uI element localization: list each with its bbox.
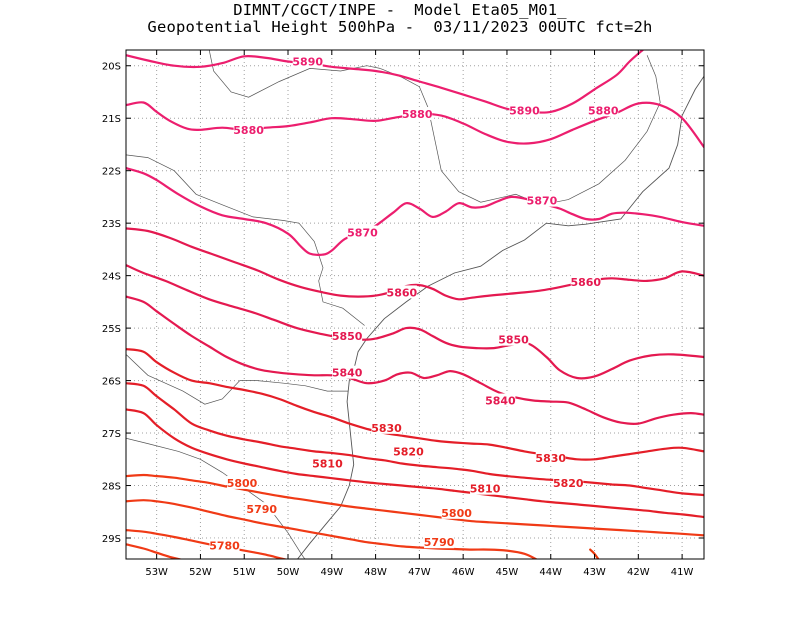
contour-label-bg: [347, 225, 378, 239]
contour-label: 5880: [233, 124, 264, 137]
contour-label: 5790: [246, 503, 277, 516]
lon-tick-label: 46W: [452, 567, 475, 578]
lat-tick-label: 26S: [102, 377, 121, 388]
contour-label-bg: [332, 328, 363, 342]
contour-label-bg: [386, 285, 417, 299]
contour-label-bg: [292, 54, 323, 68]
lon-tick-label: 44W: [539, 567, 562, 578]
contour-lines: [126, 50, 704, 559]
lon-tick-label: 49W: [320, 567, 343, 578]
contour-5890: [126, 50, 644, 114]
contour-label-bg: [470, 481, 501, 495]
state-border: [126, 154, 365, 326]
lon-tick-label: 50W: [277, 567, 300, 578]
contour-5810: [126, 408, 704, 519]
contour-5780: [126, 529, 289, 559]
contour-label-bg: [570, 274, 601, 288]
lat-tick-label: 24S: [102, 272, 121, 283]
lat-tick-label: 21S: [102, 114, 121, 125]
contour-label: 5830: [371, 422, 402, 435]
contour-label: 5880: [588, 104, 619, 117]
contour-label-bg: [441, 505, 472, 519]
lon-tick-label: 52W: [189, 567, 212, 578]
contour-label-bg: [233, 122, 264, 136]
contour-label-bg: [588, 103, 619, 117]
map-title: DIMNT/CGCT/INPE - Model Eta05_M01_ Geopo…: [0, 2, 800, 36]
contour-label: 5850: [332, 330, 363, 343]
lon-tick-label: 53W: [145, 567, 168, 578]
contour-5850: [126, 264, 704, 380]
contour-label-bg: [553, 475, 584, 489]
contour-label: 5820: [553, 477, 584, 490]
lon-tick-label: 48W: [364, 567, 387, 578]
lat-tick-label: 22S: [102, 167, 121, 178]
contour-label-bg: [246, 502, 277, 516]
state-border: [379, 55, 661, 206]
contour-5770: [126, 543, 184, 559]
contour-label-bg: [312, 456, 343, 470]
contour-label-bg: [227, 475, 258, 489]
contour-label: 5810: [470, 483, 501, 496]
contour-label: 5850: [498, 334, 529, 347]
contour-label: 5860: [387, 286, 418, 299]
lat-tick-label: 28S: [102, 482, 121, 493]
contour-label-bg: [393, 444, 424, 458]
contour-label-bg: [332, 365, 363, 379]
title-line-1: DIMNT/CGCT/INPE - Model Eta05_M01_: [233, 1, 567, 19]
lon-tick-label: 42W: [627, 567, 650, 578]
longitude-axis: 53W 52W 51W 50W 49W 48W 47W 46W 45W 44W 43W 42W 41W: [145, 50, 694, 578]
contour-label: 5880: [402, 108, 433, 121]
contour-label-bg: [209, 538, 240, 552]
contour-label: 5860: [570, 276, 601, 289]
contour-labels: 5890 5890 5880 5880 5880 5870 5870 5860 5860 5850…: [209, 54, 619, 552]
contour-5790: [126, 499, 539, 559]
contour-label: 5870: [347, 227, 378, 240]
contour-5870: [126, 167, 704, 256]
lon-tick-label: 45W: [496, 567, 519, 578]
lon-tick-label: 43W: [583, 567, 606, 578]
lat-tick-label: 29S: [102, 534, 121, 545]
lon-tick-label: 41W: [671, 567, 694, 578]
lat-tick-label: 20S: [102, 62, 121, 73]
coastline: [297, 75, 704, 559]
title-line-2: Geopotential Height 500hPa - 03/11/2023 …: [147, 18, 653, 36]
latitude-axis: 20S 21S 22S 23S 24S 25S 26S 27S 28S 29S: [102, 62, 704, 545]
contour-label: 5810: [312, 457, 343, 470]
contour-label: 5780: [209, 539, 240, 552]
contour-label: 5800: [441, 507, 472, 520]
contour-label-bg: [526, 193, 557, 207]
contour-label: 5800: [227, 477, 258, 490]
contour-label: 5890: [292, 56, 323, 69]
contour-5820: [126, 382, 704, 497]
contour-5840: [126, 295, 704, 425]
contour-label-bg: [371, 420, 402, 434]
contour-label-bg: [402, 107, 433, 121]
contour-label: 5790: [424, 536, 455, 549]
state-border: [126, 354, 349, 405]
contour-5860: [126, 227, 704, 301]
contour-label: 5840: [332, 367, 363, 380]
contour-label: 5890: [509, 104, 540, 117]
contour-5880: [126, 101, 704, 149]
state-border: [208, 50, 381, 98]
lat-tick-label: 27S: [102, 429, 121, 440]
contour-label: 5830: [535, 452, 566, 465]
lat-tick-label: 25S: [102, 324, 121, 335]
contour-label: 5840: [485, 395, 516, 408]
contour-5800: [126, 473, 704, 537]
contour-label: 5820: [393, 445, 424, 458]
lon-tick-label: 51W: [233, 567, 256, 578]
contour-label-bg: [509, 103, 540, 117]
contour-label: 5870: [527, 195, 558, 208]
plot-frame: [125, 49, 705, 560]
lat-tick-label: 23S: [102, 219, 121, 230]
contour-label-bg: [535, 451, 566, 465]
contour-label-bg: [424, 535, 455, 549]
contour-label-bg: [498, 332, 529, 346]
lon-tick-label: 47W: [408, 567, 431, 578]
contour-5830: [126, 348, 704, 461]
contour-label-bg: [485, 393, 516, 407]
